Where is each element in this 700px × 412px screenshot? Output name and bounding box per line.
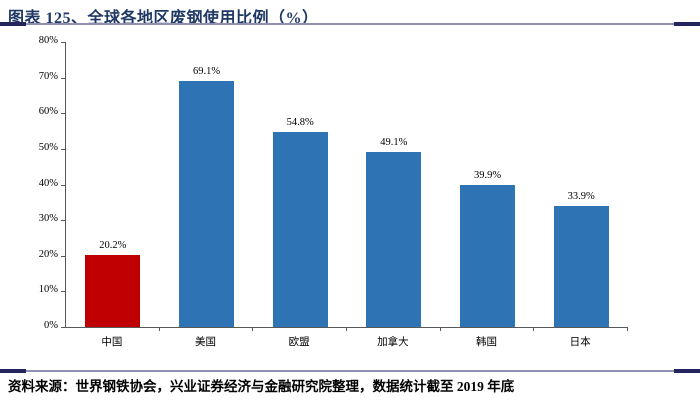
x-tick-mark: [439, 328, 441, 331]
x-category-label: 韩国: [476, 337, 497, 348]
y-tick-label: 70%: [38, 70, 58, 82]
y-tick-label: 30%: [38, 213, 58, 225]
x-category-label: 日本: [569, 337, 591, 348]
bar-value-label: 54.8%: [286, 117, 314, 128]
bar-韩国: [460, 185, 515, 327]
bar-美国: [179, 81, 234, 327]
bar-日本: [553, 206, 609, 327]
y-tick-mark: [61, 327, 65, 328]
rule-left-cap: [0, 22, 26, 26]
bar-value-label: 33.9%: [567, 191, 595, 202]
bar-value-label: 20.2%: [99, 240, 127, 251]
plot-area: 20.2% 69.1% 54.8% 49.1% 39.9% 33.9%: [65, 42, 628, 328]
y-tick-label: 50%: [38, 141, 58, 153]
x-category-label: 中国: [101, 337, 123, 348]
y-tick-label: 0%: [44, 320, 58, 331]
x-tick-mark: [252, 328, 254, 331]
y-tick-mark: [61, 77, 65, 79]
y-tick-mark: [61, 42, 65, 43]
rule-line: [0, 23, 700, 25]
title-underline-rule: [0, 22, 700, 27]
y-tick-label: 20%: [38, 248, 58, 260]
rule-left-cap: [0, 369, 26, 373]
bar-value-label: 39.9%: [473, 170, 502, 181]
y-tick-mark: [61, 291, 65, 293]
y-tick-mark: [61, 113, 65, 115]
rule-line: [0, 370, 700, 372]
footer-top-rule: [0, 369, 700, 374]
rule-right-cap: [674, 22, 700, 26]
y-tick-mark: [61, 255, 65, 257]
x-category-label: 加拿大: [377, 337, 409, 348]
bar-欧盟: [272, 132, 328, 327]
x-tick-mark: [346, 328, 347, 331]
y-tick-mark: [61, 184, 65, 186]
y-tick-mark: [61, 148, 65, 150]
chart-title: 图表 125、全球各地区废钢使用比例（%）: [8, 10, 319, 27]
y-tick-label: 80%: [38, 35, 58, 46]
bar-value-label: 49.1%: [380, 137, 408, 148]
y-tick-mark: [61, 220, 65, 222]
bar-value-label: 69.1%: [192, 66, 221, 77]
source-note: 资料来源：世界钢铁协会，兴业证券经济与金融研究院整理，数据统计截至 2019 年…: [8, 379, 515, 394]
bar-加拿大: [366, 152, 422, 327]
bar-chart: 20.2% 69.1% 54.8% 49.1% 39.9% 33.9% 0% 10% 20% 3…: [0, 30, 700, 360]
y-tick-label: 60%: [38, 106, 58, 118]
x-tick-mark: [158, 328, 160, 331]
y-tick-label: 10%: [38, 284, 58, 296]
x-tick-mark: [627, 328, 628, 331]
y-tick-label: 40%: [38, 177, 58, 189]
bar-中国: [85, 255, 141, 327]
x-tick-mark: [533, 328, 535, 331]
x-category-label: 美国: [195, 337, 216, 348]
x-category-label: 欧盟: [288, 337, 310, 348]
rule-right-cap: [674, 369, 700, 373]
